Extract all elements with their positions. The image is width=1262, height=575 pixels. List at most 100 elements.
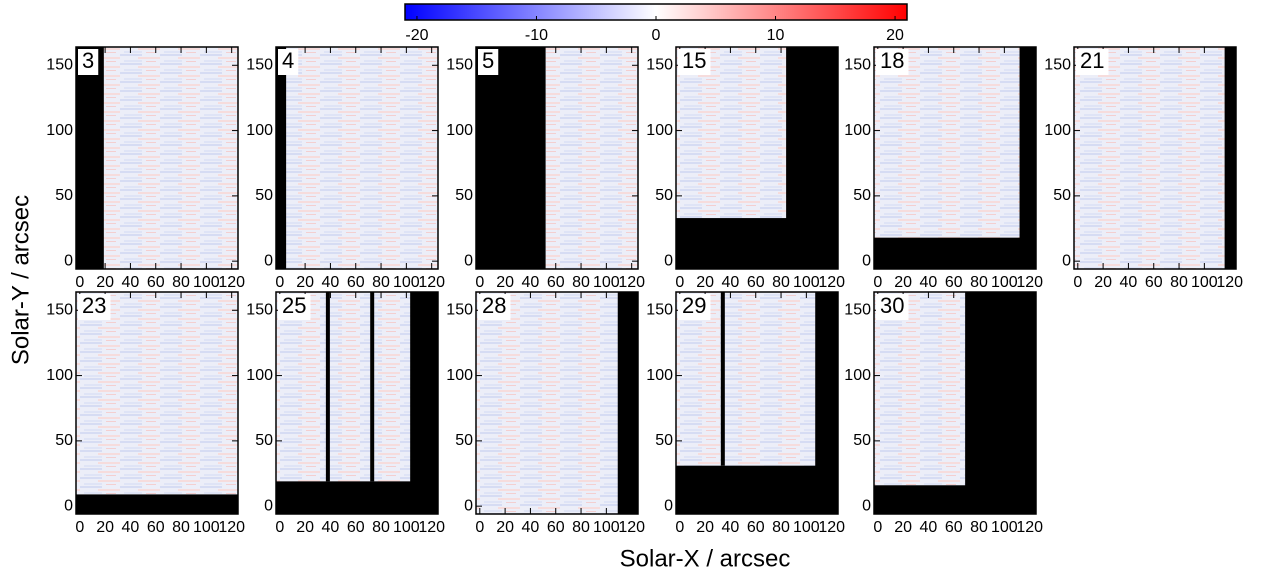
x-tick-label: 80 [572,274,590,291]
x-tick-label: 80 [970,274,988,291]
x-tick-label: 100 [393,519,420,536]
x-tick-label: 60 [945,274,963,291]
panel-label-box [876,49,909,75]
y-tick-label: 0 [64,252,73,269]
x-tick-label: 100 [1191,274,1218,291]
panel-label: 5 [482,48,494,73]
x-tick-label: 120 [818,519,845,536]
panel-frame [475,46,639,270]
panel-label: 29 [682,293,706,318]
colorbar-tick-label: 20 [886,27,904,44]
panel-label-box [78,294,111,320]
y-tick-label: 100 [446,367,473,384]
panel-label: 28 [482,293,506,318]
x-tick-label: 0 [475,519,484,536]
panel-frame [873,291,1037,515]
x-tick-label: 40 [920,519,938,536]
y-tick-label: 50 [455,187,473,204]
x-tick-label: 120 [218,274,245,291]
panel-frame [75,46,239,270]
panel-label-box [478,49,499,75]
x-tick-label: 80 [772,519,790,536]
y-tick-label: 150 [446,57,473,74]
y-tick-label: 0 [664,497,673,514]
panel-frame [275,46,439,270]
map-region [476,292,618,514]
x-tick-label: 40 [322,519,340,536]
colorbar-tick-label: -10 [525,27,548,44]
y-tick-label: 0 [862,497,871,514]
x-tick-label: 120 [418,519,445,536]
y-tick-label: 100 [246,122,273,139]
panel-frame [675,46,839,270]
y-tick-label: 150 [646,302,673,319]
x-tick-label: 0 [1073,274,1082,291]
x-tick-label: 100 [193,274,220,291]
panel-frame [475,291,639,515]
x-tick-label: 0 [275,519,284,536]
x-tick-label: 40 [322,274,340,291]
x-tick-label: 100 [593,519,620,536]
y-tick-label: 50 [1053,187,1071,204]
y-tick-label: 100 [646,122,673,139]
x-tick-label: 0 [475,274,484,291]
y-tick-label: 100 [246,367,273,384]
x-tick-label: 40 [122,274,140,291]
x-tick-label: 100 [593,274,620,291]
x-tick-label: 0 [275,274,284,291]
x-tick-label: 60 [347,519,365,536]
panel-label-box [278,49,299,75]
x-tick-label: 60 [747,274,765,291]
colorbar-tick-label: -20 [405,27,428,44]
y-tick-label: 100 [46,122,73,139]
y-tick-label: 0 [64,497,73,514]
x-tick-label: 20 [96,519,114,536]
x-tick-label: 20 [696,519,714,536]
panel-label-box [678,294,711,320]
map-region [103,47,238,269]
x-tick-label: 0 [873,519,882,536]
y-tick-label: 100 [1044,122,1071,139]
y-tick-label: 150 [844,302,871,319]
map-region [676,47,787,219]
y-tick-label: 100 [844,122,871,139]
x-tick-label: 120 [1216,274,1243,291]
y-tick-label: 0 [264,252,273,269]
x-tick-label: 0 [675,519,684,536]
panel-label: 25 [282,293,306,318]
panel-label: 15 [682,48,706,73]
x-tick-label: 40 [522,519,540,536]
panel-label-box [278,294,311,320]
y-tick-label: 150 [46,57,73,74]
map-region [286,47,438,269]
x-tick-label: 40 [122,519,140,536]
y-tick-label: 50 [255,187,273,204]
y-tick-label: 50 [455,432,473,449]
y-tick-label: 50 [853,187,871,204]
x-tick-label: 0 [75,519,84,536]
x-tick-label: 60 [547,274,565,291]
x-tick-label: 60 [147,274,165,291]
panel-label-box [876,294,909,320]
panel-label: 21 [1080,48,1104,73]
x-tick-label: 0 [873,274,882,291]
x-tick-label: 60 [547,519,565,536]
x-tick-label: 100 [991,519,1018,536]
colorbar-tick-label: 0 [652,27,661,44]
x-tick-label: 80 [772,274,790,291]
y-tick-label: 150 [646,57,673,74]
y-tick-label: 50 [255,432,273,449]
y-tick-label: 150 [446,302,473,319]
x-tick-label: 40 [722,519,740,536]
x-tick-label: 20 [894,519,912,536]
x-tick-label: 120 [1016,274,1043,291]
x-tick-label: 100 [793,519,820,536]
y-tick-label: 50 [655,432,673,449]
map-region [676,292,816,466]
y-tick-label: 150 [246,302,273,319]
y-tick-label: 150 [844,57,871,74]
panel-frame [75,291,239,515]
panel-label: 23 [82,293,106,318]
